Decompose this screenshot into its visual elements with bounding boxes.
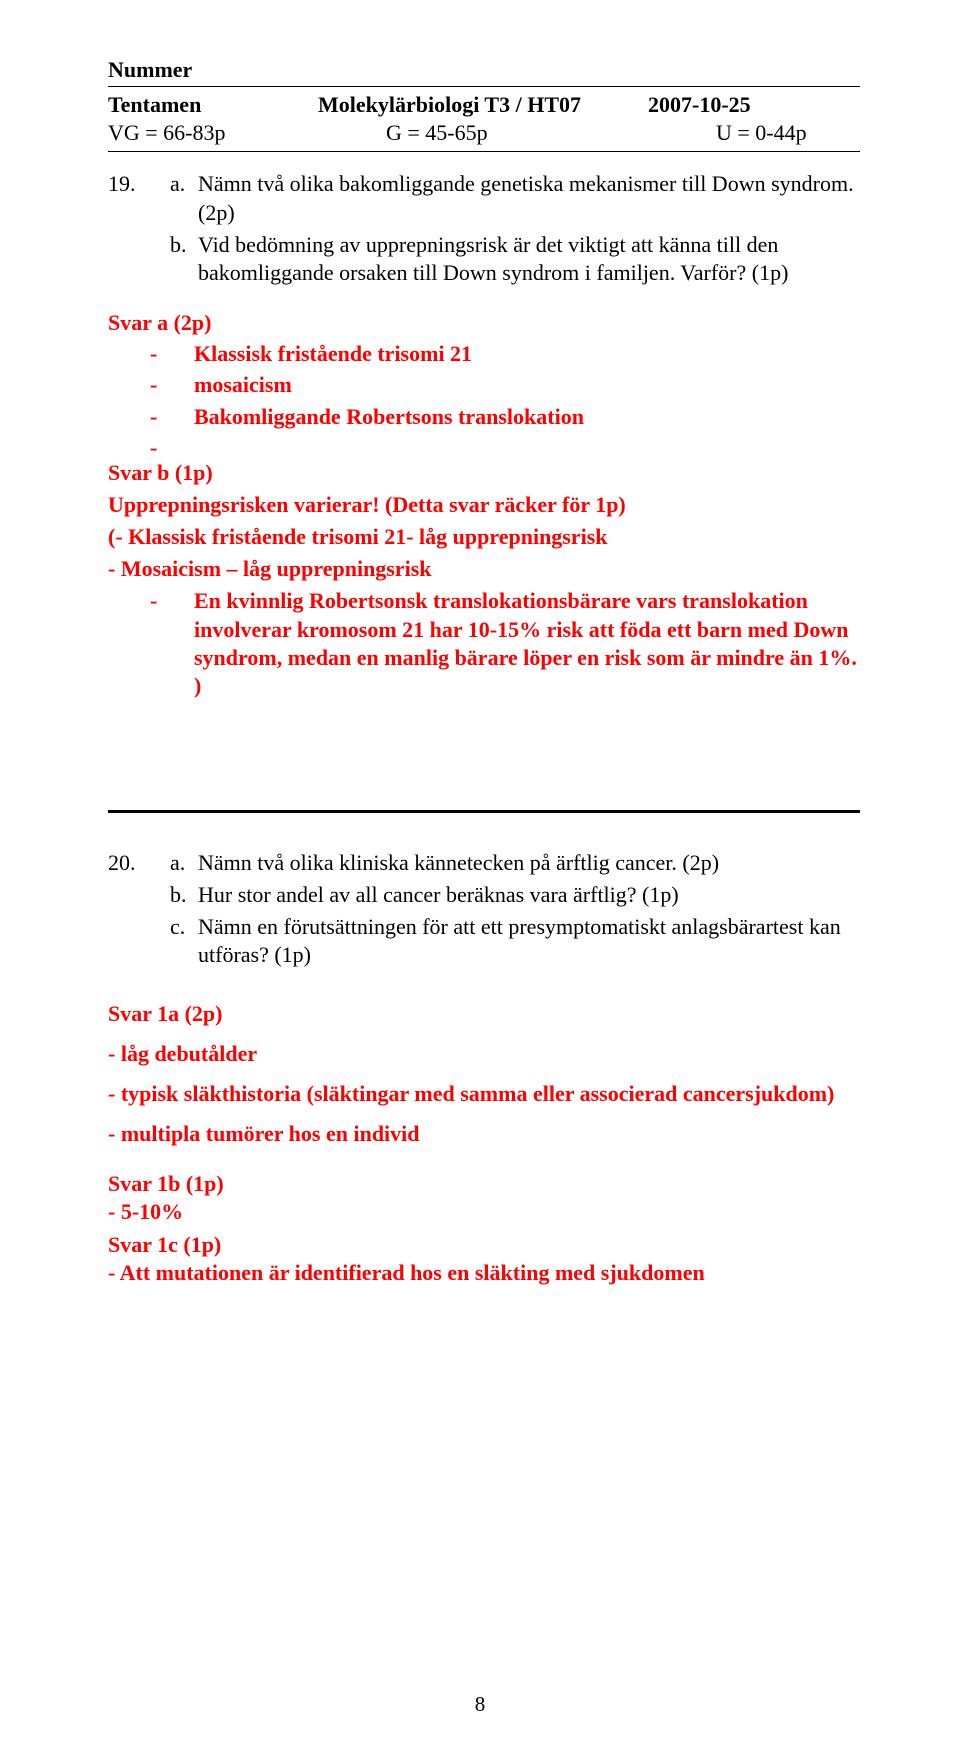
answer-19a-item-4 xyxy=(150,434,860,456)
q20-number: 20. xyxy=(108,849,170,877)
answer-20b-value: - 5-10% xyxy=(108,1198,860,1226)
answer-20b-heading: Svar 1b (1p) xyxy=(108,1170,860,1198)
separator-rule xyxy=(108,810,860,813)
answer-19b-line2: (- Klassisk fristående trisomi 21- låg u… xyxy=(108,523,860,551)
answer-19b-bullet-list: En kvinnlig Robertsonsk translokationsbä… xyxy=(150,587,860,700)
q20-b-text: Hur stor andel av all cancer beräknas va… xyxy=(198,881,860,909)
answer-19b-heading: Svar b (1p) xyxy=(108,459,860,487)
header-rule-bottom xyxy=(108,151,860,152)
answer-20: Svar 1a (2p) - låg debutålder - typisk s… xyxy=(108,1000,860,1287)
header-tentamen: Tentamen xyxy=(108,91,318,119)
page-number: 8 xyxy=(0,1691,960,1718)
header-course: Molekylärbiologi T3 / HT07 xyxy=(318,91,648,119)
q20-a-label: a. xyxy=(170,849,198,877)
answer-19a-list: Klassisk fristående trisomi 21 mosaicism… xyxy=(150,340,860,455)
answer-19b-line3: - Mosaicism – låg upprepningsrisk xyxy=(108,555,860,583)
q19-a-text: Nämn två olika bakomliggande genetiska m… xyxy=(198,170,860,226)
answer-19a-item-3: Bakomliggande Robertsons translokation xyxy=(150,403,860,431)
answer-19a: Svar a (2p) Klassisk fristående trisomi … xyxy=(108,309,860,456)
q20-a-text: Nämn två olika kliniska kännetecken på ä… xyxy=(198,849,860,877)
question-20: 20. a. Nämn två olika kliniska känneteck… xyxy=(108,849,860,970)
q19-b-text: Vid bedömning av upprepningsrisk är det … xyxy=(198,231,860,287)
header-vg: VG = 66-83p xyxy=(108,119,318,147)
answer-19b-line1: Upprepningsrisken varierar! (Detta svar … xyxy=(108,491,860,519)
header-date: 2007-10-25 xyxy=(648,91,751,119)
header-u: U = 0-44p xyxy=(716,119,807,147)
answer-20a-heading: Svar 1a (2p) xyxy=(108,1000,860,1028)
q20-c-text: Nämn en förutsättningen för att ett pres… xyxy=(198,913,860,969)
answer-20c-value: - Att mutationen är identifierad hos en … xyxy=(108,1259,860,1287)
answer-20a-item-1: - låg debutålder xyxy=(108,1040,860,1068)
q20-b-label: b. xyxy=(170,881,198,909)
answer-19a-item-2: mosaicism xyxy=(150,371,860,399)
answer-19a-item-1: Klassisk fristående trisomi 21 xyxy=(150,340,860,368)
q19-b-label: b. xyxy=(170,231,198,287)
header-row-2: VG = 66-83p G = 45-65p U = 0-44p xyxy=(108,119,860,147)
answer-19b: Svar b (1p) Upprepningsrisken varierar! … xyxy=(108,459,860,700)
header-g: G = 45-65p xyxy=(318,119,716,147)
header-rule-top xyxy=(108,86,860,87)
q19-number: 19. xyxy=(108,170,170,226)
answer-19a-heading: Svar a (2p) xyxy=(108,309,860,337)
q19-a-label: a. xyxy=(170,170,198,226)
question-19: 19. a. Nämn två olika bakomliggande gene… xyxy=(108,170,860,287)
q20-c-label: c. xyxy=(170,913,198,969)
nummer-label: Nummer xyxy=(108,56,860,84)
answer-20c-heading: Svar 1c (1p) xyxy=(108,1231,860,1259)
answer-20a-item-3: - multipla tumörer hos en individ xyxy=(108,1120,860,1148)
answer-19b-bullet: En kvinnlig Robertsonsk translokationsbä… xyxy=(150,587,860,700)
answer-20a-item-2: - typisk släkthistoria (släktingar med s… xyxy=(108,1080,860,1108)
header-row-1: Tentamen Molekylärbiologi T3 / HT07 2007… xyxy=(108,91,860,119)
exam-page: Nummer Tentamen Molekylärbiologi T3 / HT… xyxy=(0,0,960,1756)
